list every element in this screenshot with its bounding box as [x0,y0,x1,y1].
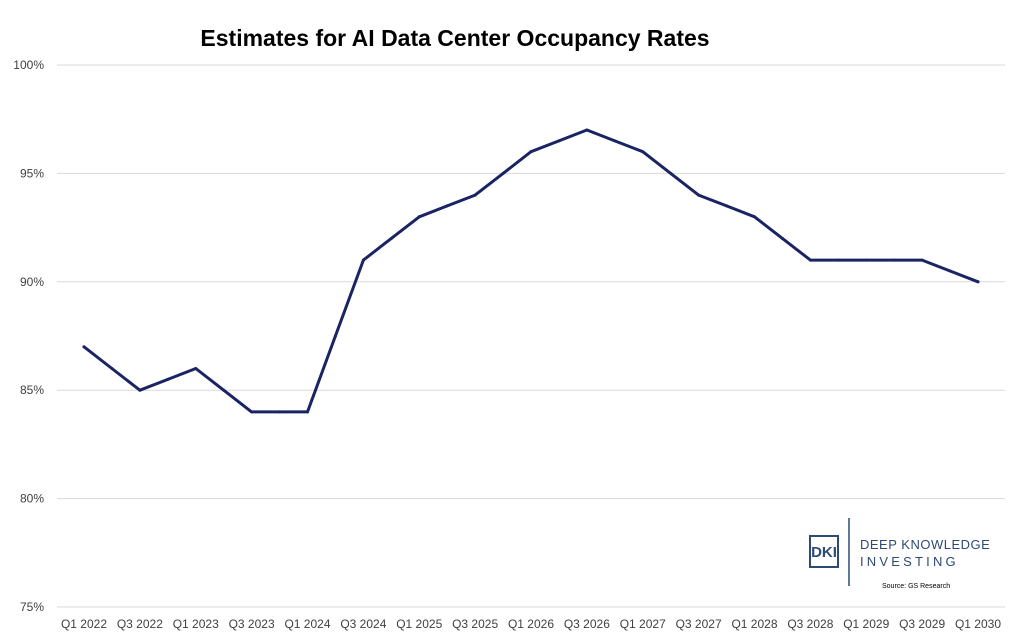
y-axis-ticks: 75% 80% 85% 90% 95% 100% [13,58,44,614]
data-point [222,388,226,392]
data-point [529,150,533,154]
x-tick-label: Q1 2022 [61,617,107,631]
x-tick-label: Q1 2024 [284,617,330,631]
x-tick-label: Q3 2022 [117,617,163,631]
x-tick-label: Q3 2025 [452,617,498,631]
brand-abbr: DKI [811,544,837,561]
x-tick-label: Q3 2029 [899,617,945,631]
data-point [669,171,673,175]
x-axis-ticks: Q1 2022 Q3 2022 Q1 2023 Q3 2023 Q1 2024 Q3 20… [61,617,1001,631]
chart-title: Estimates for AI Data Center Occupancy R… [200,25,709,51]
series-line [82,128,980,414]
data-point [445,204,449,208]
brand-logo-box [809,535,839,568]
data-point [473,193,477,197]
data-point [82,345,86,349]
x-tick-label: Q3 2028 [787,617,833,631]
data-points [82,128,980,414]
data-point [557,139,561,143]
data-point [361,258,365,262]
y-tick-label: 100% [13,58,44,72]
data-point [417,215,421,219]
data-point [333,334,337,338]
data-point [697,193,701,197]
data-point [166,377,170,381]
data-point [613,139,617,143]
data-point [725,204,729,208]
brand-name-line1: DEEP KNOWLEDGE [860,537,990,552]
x-tick-label: Q3 2027 [676,617,722,631]
data-point [501,171,505,175]
x-tick-label: Q1 2026 [508,617,554,631]
data-point [389,236,393,240]
x-tick-label: Q3 2024 [340,617,386,631]
data-point [864,258,868,262]
data-point [250,410,254,414]
x-tick-label: Q3 2026 [564,617,610,631]
brand-name-line2: INVESTING [860,554,959,569]
x-tick-label: Q1 2028 [731,617,777,631]
data-point [585,128,589,132]
data-point [780,236,784,240]
series-layer [82,128,980,414]
y-tick-label: 75% [20,600,44,614]
data-point [920,258,924,262]
brand-logo: DKI DEEP KNOWLEDGE INVESTING [809,518,990,586]
data-point [948,269,952,273]
data-point [110,367,114,371]
x-tick-label: Q1 2027 [620,617,666,631]
data-point [306,410,309,414]
x-tick-label: Q1 2030 [955,617,1001,631]
x-tick-label: Q1 2029 [843,617,889,631]
y-tick-label: 80% [20,492,44,506]
source-note: Source: GS Research [882,583,950,590]
data-point [278,410,282,414]
data-point [194,367,198,371]
gridlines [57,64,1005,608]
x-tick-label: Q1 2023 [173,617,219,631]
data-point [808,258,812,262]
data-point [836,258,840,262]
y-tick-label: 85% [20,383,44,397]
y-tick-label: 90% [20,275,44,289]
data-point [892,258,896,262]
data-point [753,215,756,219]
data-point [138,388,142,392]
data-point [641,150,645,154]
x-tick-label: Q1 2025 [396,617,442,631]
data-point [976,280,980,284]
x-tick-label: Q3 2023 [229,617,275,631]
y-tick-label: 95% [20,166,44,180]
